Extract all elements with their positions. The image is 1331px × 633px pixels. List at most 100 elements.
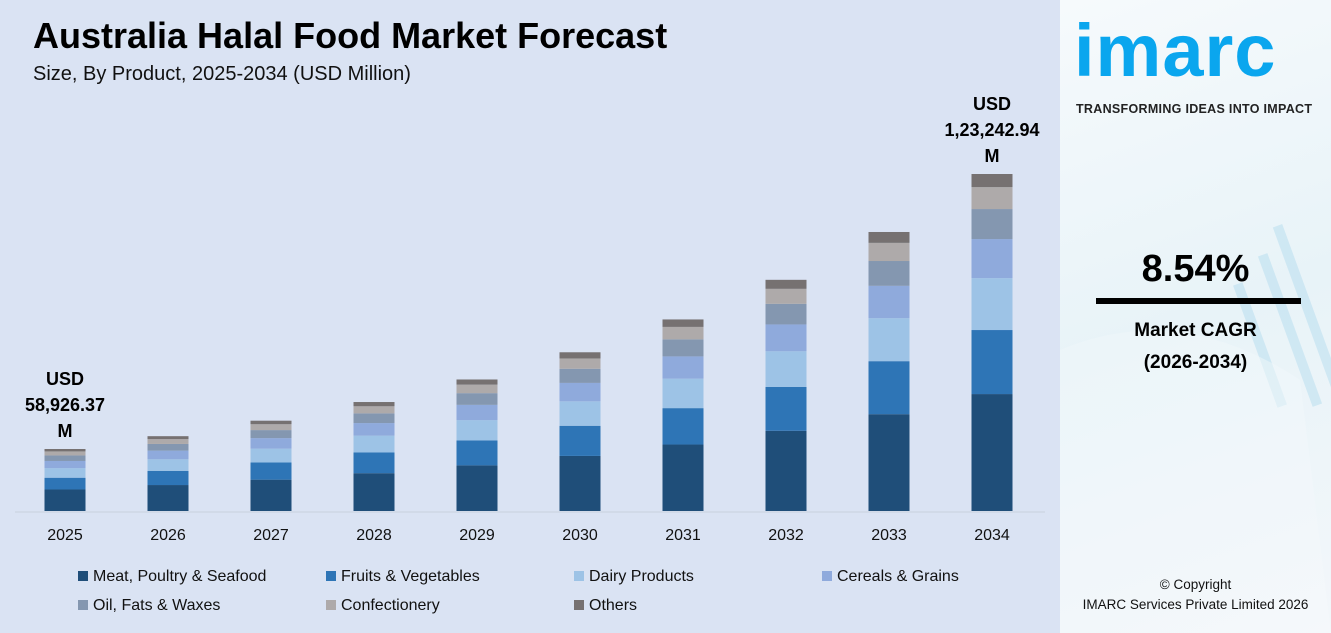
bar-segment-2029-4 [456,393,498,405]
end-unit: M [984,146,1000,166]
legend-swatch [326,600,336,610]
bar-segment-2033-5 [868,242,910,262]
bar-segment-2034-6 [971,174,1013,188]
chart-subtitle: Size, By Product, 2025-2034 (USD Million… [33,63,411,85]
legend-label: Dairy Products [589,568,694,585]
bar-segment-2032-3 [765,324,807,352]
start-currency: USD [45,369,84,389]
legend-swatch [326,571,336,581]
start-value-label: USD 58,926.37 M [10,366,120,444]
bar-segment-2033-4 [868,261,910,286]
bar-segment-2025-5 [44,451,86,456]
cagr-divider [1096,298,1301,304]
legend-swatch [574,571,584,581]
bar-segment-2034-4 [971,209,1013,240]
bar-segment-2031-2 [662,378,704,409]
legend-item: Dairy Products [574,568,694,586]
start-unit: M [57,421,73,441]
bar-segment-2030-1 [559,425,601,456]
bar-segment-2034-1 [971,330,1013,395]
bar-segment-2027-5 [250,424,292,431]
bar-segment-2028-6 [353,402,395,407]
company-name: IMARC Services Private Limited 2026 [1082,597,1309,612]
bar-segment-2026-5 [147,439,189,444]
bar-segment-2032-6 [765,279,807,289]
x-tick-label: 2031 [665,527,701,544]
legend-label: Cereals & Grains [837,568,959,585]
end-currency: USD [972,94,1011,114]
bar-segment-2025-3 [44,460,86,469]
bar-segment-2027-6 [250,420,292,425]
bar-segment-2033-6 [868,231,910,243]
bar-segment-2034-0 [971,394,1013,511]
bar-segment-2026-0 [147,485,189,511]
legend-swatch [574,600,584,610]
bar-segment-2027-3 [250,438,292,449]
end-value-label: USD 1,23,242.94 M [932,91,1052,169]
bar-segment-2033-3 [868,285,910,319]
legend-swatch [822,571,832,581]
bar-segment-2028-4 [353,413,395,424]
bar-segment-2026-3 [147,450,189,460]
bar-segment-2026-6 [147,436,189,440]
bar-segment-2027-4 [250,430,292,439]
bar-segment-2030-6 [559,352,601,359]
bar-segment-2029-2 [456,420,498,441]
side-panel: imarc TRANSFORMING IDEAS INTO IMPACT 8.5… [1060,0,1331,633]
bar-segment-2030-5 [559,358,601,369]
legend-item: Cereals & Grains [822,568,959,586]
bar-segment-2033-0 [868,414,910,511]
bar-segment-2030-3 [559,382,601,402]
legend-label: Fruits & Vegetables [341,568,480,585]
legend-label: Oil, Fats & Waxes [93,597,221,614]
x-tick-label: 2029 [459,527,495,544]
bar-segment-2029-0 [456,465,498,511]
background-chart-graphic [1060,224,1331,633]
bar-segment-2034-2 [971,278,1013,331]
bar-segment-2027-2 [250,448,292,463]
bar-segment-2028-0 [353,473,395,511]
legend-label: Confectionery [341,597,440,614]
bar-segment-2027-0 [250,479,292,511]
bar-segment-2026-1 [147,470,189,486]
bar-segment-2031-4 [662,339,704,357]
x-tick-label: 2027 [253,527,289,544]
legend-item: Confectionery [326,597,440,615]
bar-segment-2032-2 [765,351,807,387]
chart-area: Australia Halal Food Market Forecast Siz… [10,15,1052,615]
legend-label: Meat, Poultry & Seafood [93,568,267,585]
legend-swatch [78,571,88,581]
bar-segment-2034-5 [971,187,1013,210]
imarc-logo: imarc [1074,9,1277,92]
bar-segment-2028-5 [353,406,395,414]
bar-segment-2028-3 [353,423,395,436]
bar-segment-2030-4 [559,368,601,383]
x-tick-label: 2034 [974,527,1010,544]
bar-segment-2031-3 [662,356,704,379]
bar-segment-2032-0 [765,430,807,511]
x-tick-label: 2032 [768,527,804,544]
legend-item: Meat, Poultry & Seafood [78,568,266,586]
bar-segment-2034-3 [971,239,1013,279]
x-tick-label: 2030 [562,527,598,544]
bar-segment-2033-1 [868,361,910,415]
bar-segment-2032-4 [765,303,807,325]
x-tick-label: 2028 [356,527,392,544]
bar-segment-2026-2 [147,459,189,471]
bar-segment-2029-3 [456,404,498,421]
chart-title: Australia Halal Food Market Forecast [33,15,668,56]
bar-segment-2026-4 [147,443,189,451]
bar-segment-2028-1 [353,452,395,474]
bar-segment-2029-6 [456,379,498,385]
bar-segment-2025-1 [44,477,86,490]
bar-segment-2031-1 [662,408,704,445]
cagr-value: 8.54% [1141,248,1250,290]
bar-segment-2028-2 [353,435,395,453]
bar-segment-2033-2 [868,318,910,362]
end-value: 1,23,242.94 [944,120,1040,140]
legend-item: Others [574,597,637,615]
bar-plot: 2025 2026 2027 2028 2029 2030 2031 2032 2033 2034 [15,174,1045,544]
x-tick-label: 2026 [150,527,186,544]
start-value: 58,926.37 [24,395,106,415]
legend-swatch [78,600,88,610]
